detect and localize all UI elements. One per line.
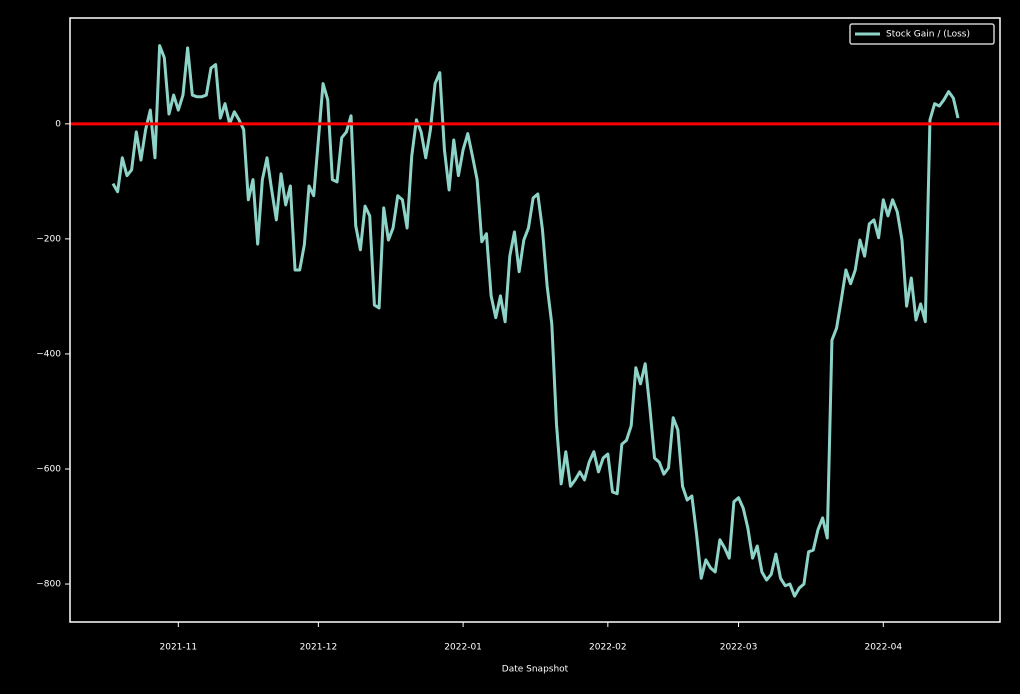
data-line	[111, 44, 960, 598]
y-tick-label: −400	[36, 349, 61, 359]
x-tick-label: 2022-01	[444, 643, 482, 653]
x-tick-label: 2021-12	[300, 643, 338, 653]
legend-box	[849, 23, 995, 45]
y-tick-label: −600	[36, 464, 61, 474]
x-tick-label: 2022-02	[589, 643, 627, 653]
x-axis-label: Date Snapshot	[502, 665, 569, 675]
x-tick-label: 2021-11	[160, 643, 198, 653]
x-tick-label: 2022-03	[720, 643, 758, 653]
y-tick-label: −200	[36, 234, 61, 244]
y-tick-label: 0	[55, 119, 61, 129]
plot-frame	[69, 17, 1001, 623]
x-tick-label: 2022-04	[864, 643, 902, 653]
legend-label: Stock Gain / (Loss)	[886, 30, 970, 40]
y-tick-label: −800	[36, 580, 61, 590]
